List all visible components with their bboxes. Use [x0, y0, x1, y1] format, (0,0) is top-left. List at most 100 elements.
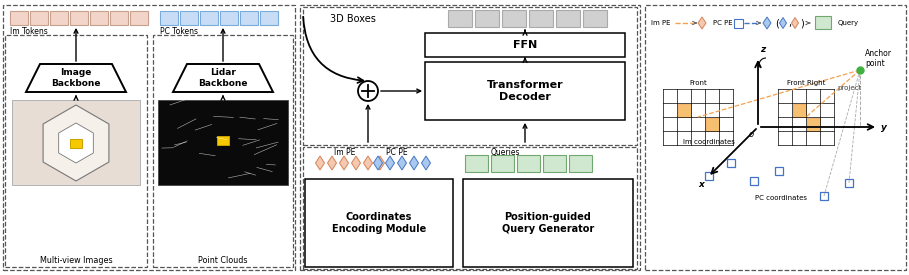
- Bar: [645, 5, 906, 270]
- Bar: [705, 117, 718, 131]
- Polygon shape: [409, 156, 418, 170]
- Bar: [10, 11, 28, 25]
- Polygon shape: [397, 156, 406, 170]
- Bar: [303, 147, 637, 269]
- FancyArrowPatch shape: [303, 17, 364, 83]
- Bar: [556, 10, 580, 27]
- Bar: [425, 62, 625, 120]
- Polygon shape: [352, 156, 361, 170]
- Text: Anchor
point: Anchor point: [865, 49, 892, 68]
- Bar: [220, 11, 238, 25]
- Bar: [491, 155, 514, 172]
- Bar: [734, 19, 743, 28]
- Bar: [50, 11, 68, 25]
- Bar: [425, 33, 625, 57]
- Polygon shape: [173, 64, 273, 92]
- Text: Queries: Queries: [490, 148, 520, 157]
- Text: Im PE: Im PE: [651, 20, 671, 26]
- Bar: [5, 35, 147, 267]
- Text: y: y: [881, 122, 887, 131]
- Bar: [300, 5, 640, 270]
- Polygon shape: [315, 156, 325, 170]
- Polygon shape: [43, 105, 109, 181]
- Bar: [110, 11, 128, 25]
- Text: 3D Boxes: 3D Boxes: [330, 14, 376, 24]
- Text: project: project: [838, 85, 862, 91]
- Bar: [465, 155, 488, 172]
- Polygon shape: [327, 156, 336, 170]
- Bar: [775, 167, 783, 175]
- Bar: [529, 10, 553, 27]
- Bar: [305, 179, 453, 267]
- Text: Transformer
Decoder: Transformer Decoder: [486, 80, 564, 102]
- Text: PC PE: PC PE: [713, 20, 733, 26]
- Text: x: x: [698, 180, 704, 189]
- Bar: [217, 136, 229, 145]
- Text: PC Tokens: PC Tokens: [160, 27, 198, 36]
- Bar: [793, 103, 805, 117]
- Text: Point Clouds: Point Clouds: [198, 256, 248, 265]
- Polygon shape: [385, 156, 395, 170]
- Text: Coordinates
Encoding Module: Coordinates Encoding Module: [332, 212, 426, 234]
- Bar: [160, 11, 178, 25]
- Polygon shape: [698, 17, 706, 29]
- Bar: [448, 10, 472, 27]
- Polygon shape: [780, 18, 786, 29]
- Bar: [180, 11, 198, 25]
- Text: z: z: [760, 45, 765, 54]
- Text: PC coordinates: PC coordinates: [755, 195, 807, 201]
- Bar: [705, 172, 713, 180]
- Text: ,: ,: [788, 18, 791, 28]
- Polygon shape: [792, 18, 798, 29]
- Bar: [260, 11, 278, 25]
- Bar: [727, 159, 735, 167]
- Bar: [12, 100, 140, 185]
- Bar: [70, 11, 88, 25]
- Bar: [30, 11, 48, 25]
- Bar: [750, 177, 758, 185]
- Text: PC PE: PC PE: [386, 148, 408, 157]
- Bar: [820, 192, 828, 200]
- Polygon shape: [763, 17, 771, 29]
- Polygon shape: [26, 64, 126, 92]
- Bar: [303, 7, 637, 145]
- Bar: [845, 179, 853, 187]
- Polygon shape: [375, 156, 385, 170]
- Text: Position-guided
Query Generator: Position-guided Query Generator: [502, 212, 594, 234]
- Bar: [3, 5, 295, 270]
- Text: FFN: FFN: [513, 40, 537, 50]
- Bar: [130, 11, 148, 25]
- Text: Lidar
Backbone: Lidar Backbone: [198, 68, 248, 88]
- Text: Im Tokens: Im Tokens: [10, 27, 48, 36]
- Bar: [153, 35, 293, 267]
- Bar: [543, 155, 566, 172]
- Text: (: (: [775, 18, 779, 28]
- Bar: [806, 117, 820, 131]
- Text: Front Right: Front Right: [787, 80, 825, 86]
- Text: Im coordinates: Im coordinates: [683, 139, 734, 145]
- Polygon shape: [364, 156, 373, 170]
- Polygon shape: [339, 156, 348, 170]
- Bar: [70, 139, 82, 148]
- Bar: [677, 103, 691, 117]
- Text: Im PE: Im PE: [335, 148, 355, 157]
- Text: ): ): [800, 18, 804, 28]
- Bar: [583, 10, 607, 27]
- Polygon shape: [374, 156, 383, 170]
- Bar: [517, 155, 540, 172]
- Bar: [240, 11, 258, 25]
- Bar: [90, 11, 108, 25]
- Bar: [502, 10, 526, 27]
- Text: Front: Front: [689, 80, 707, 86]
- Bar: [569, 155, 592, 172]
- Text: Multi-view Images: Multi-view Images: [40, 256, 113, 265]
- Bar: [200, 11, 218, 25]
- Text: Query: Query: [838, 20, 859, 26]
- Bar: [475, 10, 499, 27]
- Bar: [815, 16, 831, 29]
- Text: Image
Backbone: Image Backbone: [51, 68, 101, 88]
- Polygon shape: [59, 123, 94, 163]
- Bar: [463, 179, 633, 267]
- Bar: [158, 100, 288, 185]
- Polygon shape: [422, 156, 431, 170]
